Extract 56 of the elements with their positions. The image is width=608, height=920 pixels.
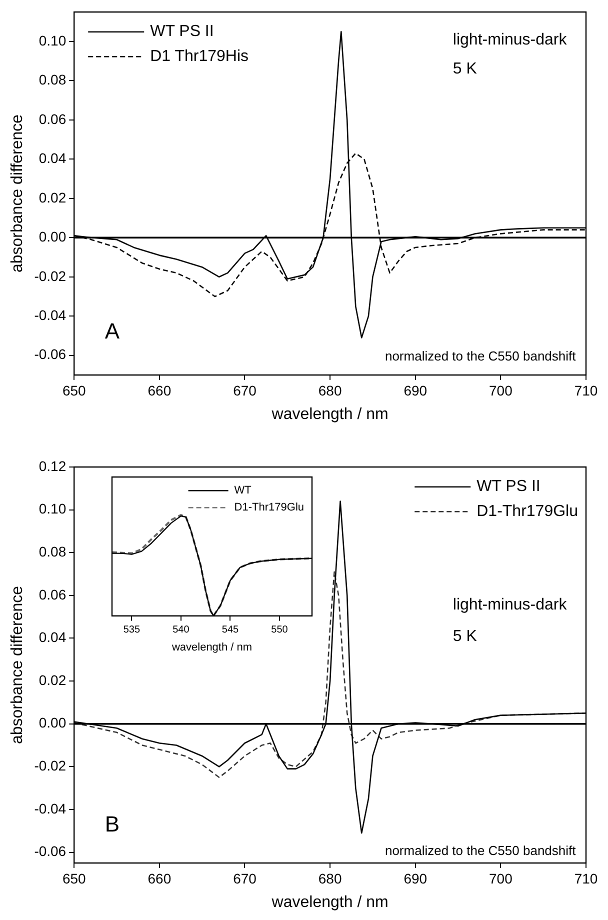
x-tick-label: 660 [148,382,172,398]
legend-label: WT PS II [150,23,214,40]
x-tick-label: 680 [318,870,342,886]
x-tick-label: 680 [318,382,342,398]
annotation: normalized to the C550 bandshift [384,843,576,858]
y-tick-label: -0.06 [34,346,66,362]
y-tick-label: 0.10 [38,500,66,517]
y-tick-label: 0.02 [38,672,66,688]
x-tick-label: 650 [62,382,86,398]
annotation: normalized to the C550 bandshift [384,348,576,364]
x-tick-label: 670 [233,870,257,886]
annotation: B [104,811,120,836]
x-tick-label: 710 [574,382,598,398]
x-tick-label: 545 [222,624,240,636]
legend-label: WT [234,484,252,497]
x-axis-title: wavelength / nm [270,406,388,423]
y-tick-label: 0.04 [38,150,66,166]
x-tick-label: 540 [172,624,190,636]
x-tick-label: 700 [489,870,513,886]
annotation: light-minus-dark [452,596,568,614]
x-tick-label: 670 [233,382,257,398]
x-axis-title: wavelength / nm [270,894,388,911]
y-tick-label: -0.02 [34,758,66,774]
y-tick-label: 0.12 [38,458,66,474]
annotation: 5 K [452,60,478,78]
y-tick-label: 0.06 [38,586,66,602]
x-axis-title: wavelength / nm [170,641,252,654]
annotation: A [104,318,120,344]
x-tick-label: 700 [489,382,513,398]
y-tick-label: -0.06 [34,843,66,860]
annotation: light-minus-dark [452,32,568,49]
legend-label: D1 Thr179His [150,48,249,66]
y-axis-title: absorbance difference [9,586,26,744]
x-tick-label: 650 [62,870,86,886]
y-tick-label: -0.02 [34,268,66,284]
y-tick-label: -0.04 [34,306,66,323]
y-tick-label: 0.04 [38,629,66,646]
y-axis-title: absorbance difference [9,114,26,273]
y-tick-label: 0.00 [38,228,66,245]
y-tick-label: -0.04 [34,800,66,816]
x-tick-label: 690 [404,382,428,398]
y-tick-label: 0.00 [38,714,66,731]
x-tick-label: 690 [404,870,428,886]
y-tick-label: 0.02 [38,189,66,206]
legend-label: WT PS II [476,478,540,496]
y-tick-label: 0.08 [38,72,66,88]
x-tick-label: 660 [148,870,172,886]
x-tick-label: 535 [123,624,140,636]
y-tick-label: 0.10 [38,32,66,48]
x-tick-label: 710 [574,870,598,886]
legend-label: D1-Thr179Glu [234,502,304,514]
legend-label: D1-Thr179Glu [476,503,578,520]
annotation: 5 K [452,628,478,646]
x-tick-label: 550 [271,624,288,636]
y-tick-label: 0.06 [38,110,66,127]
y-tick-label: 0.08 [38,543,66,560]
